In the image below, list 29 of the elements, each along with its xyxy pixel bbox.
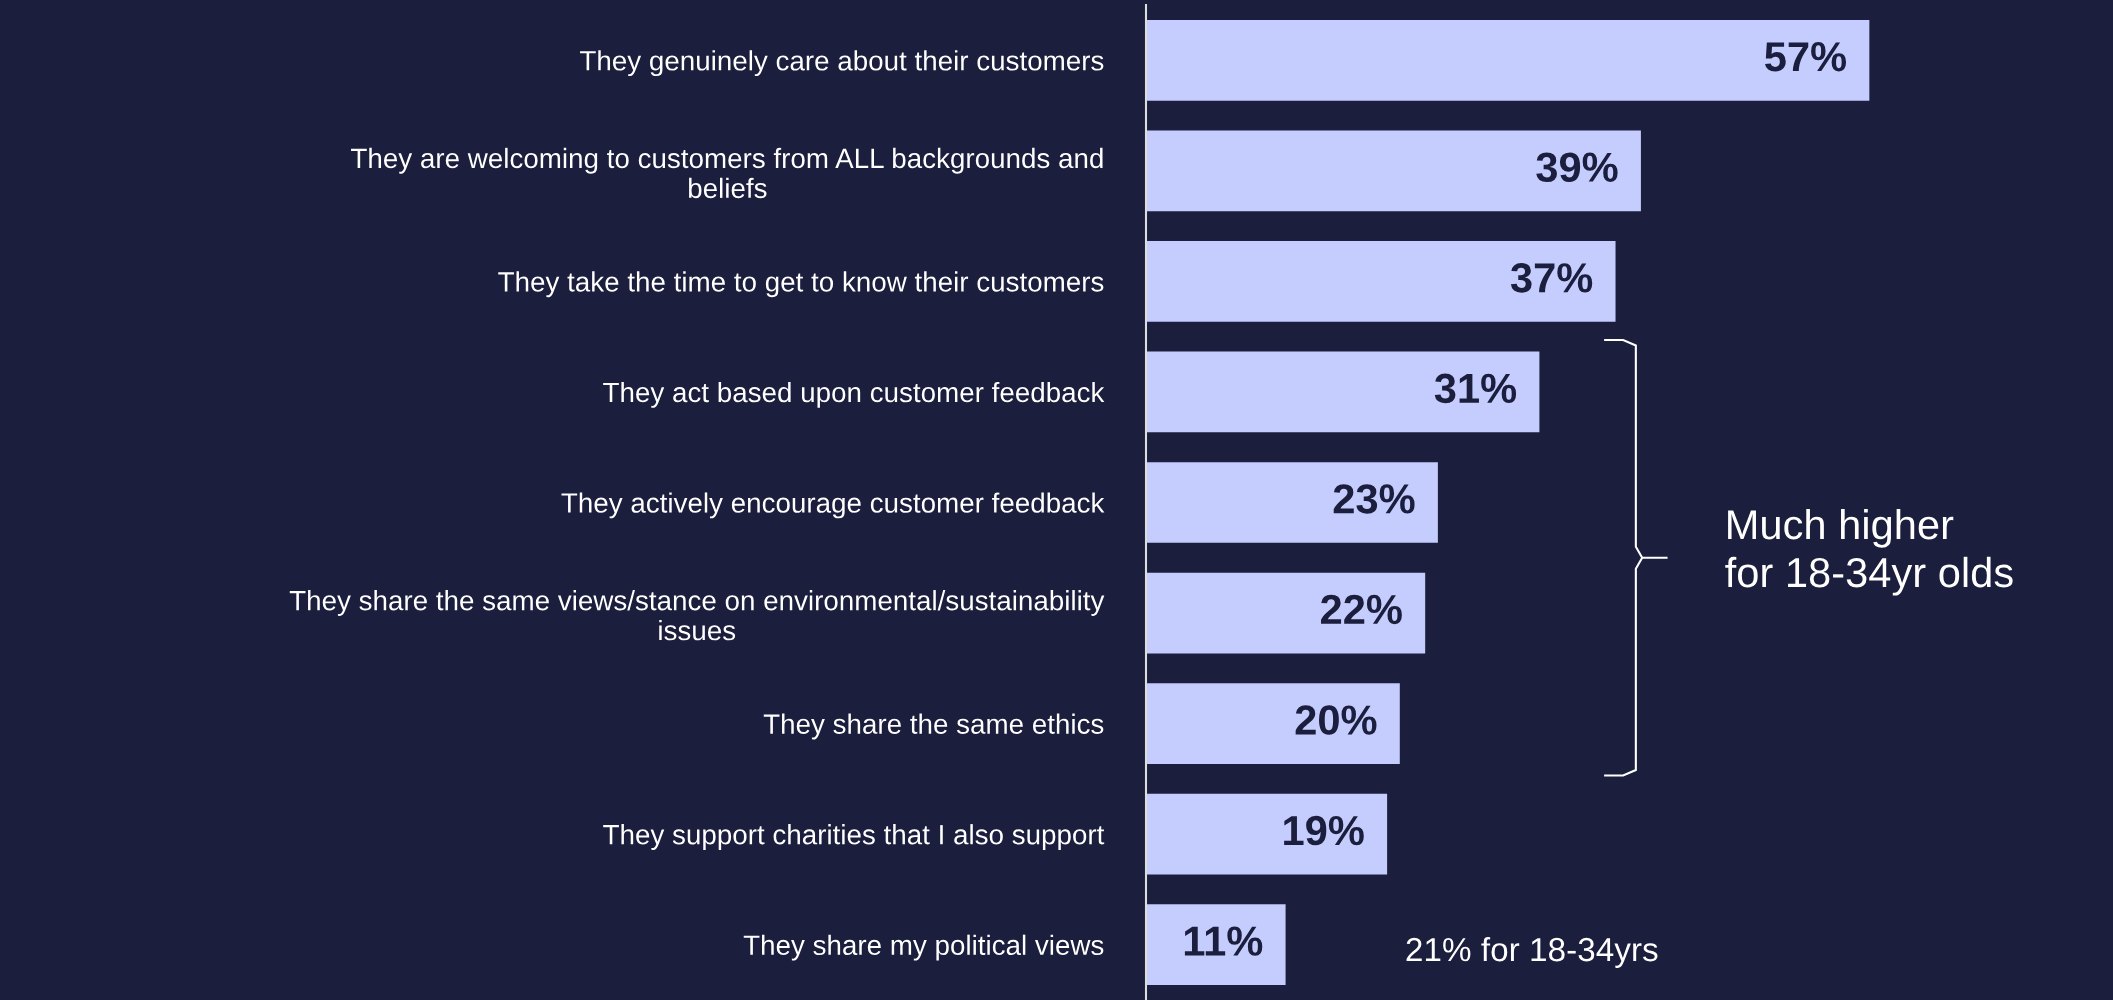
bar — [1146, 462, 1438, 543]
y-tick-label: They act based upon customer feedback — [603, 381, 1105, 408]
data-label: 20% — [1295, 705, 1377, 735]
annotation: 21% for 18-34yrs — [1406, 936, 1658, 968]
data-label: 31% — [1434, 373, 1517, 404]
bar — [1146, 130, 1641, 212]
data-label: 11% — [1184, 926, 1263, 956]
y-tick-label: They support charities that I also support — [603, 824, 1105, 850]
bar — [1146, 793, 1388, 875]
annotation: Much higher for 18-34yr olds — [1725, 508, 2013, 596]
data-label: 57% — [1765, 42, 1847, 72]
y-tick-label: They share the same ethics — [763, 713, 1104, 740]
bar — [1146, 572, 1426, 654]
data-label: 19% — [1284, 815, 1364, 846]
bar — [1146, 351, 1540, 433]
y-tick-label: They are welcoming to customers from ALL backgrounds and beliefs — [351, 147, 1103, 199]
y-tick-label: They take the time to get to know their customers — [498, 271, 1104, 298]
data-label: 23% — [1333, 484, 1415, 514]
y-tick-label: They share my political views — [743, 934, 1104, 961]
y-tick-label: They actively encourage customer feedback — [561, 492, 1105, 519]
y-tick-label: They genuinely care about their customers — [580, 50, 1104, 77]
data-label: 22% — [1321, 594, 1402, 625]
data-label: 39% — [1536, 152, 1618, 183]
bar — [1146, 904, 1286, 986]
bar — [1146, 241, 1616, 322]
bar — [1146, 683, 1400, 764]
y-tick-label: They share the same views/stance on environmental/sustainability issues — [289, 590, 1105, 641]
bar — [1146, 19, 1870, 101]
data-label: 37% — [1510, 263, 1593, 293]
